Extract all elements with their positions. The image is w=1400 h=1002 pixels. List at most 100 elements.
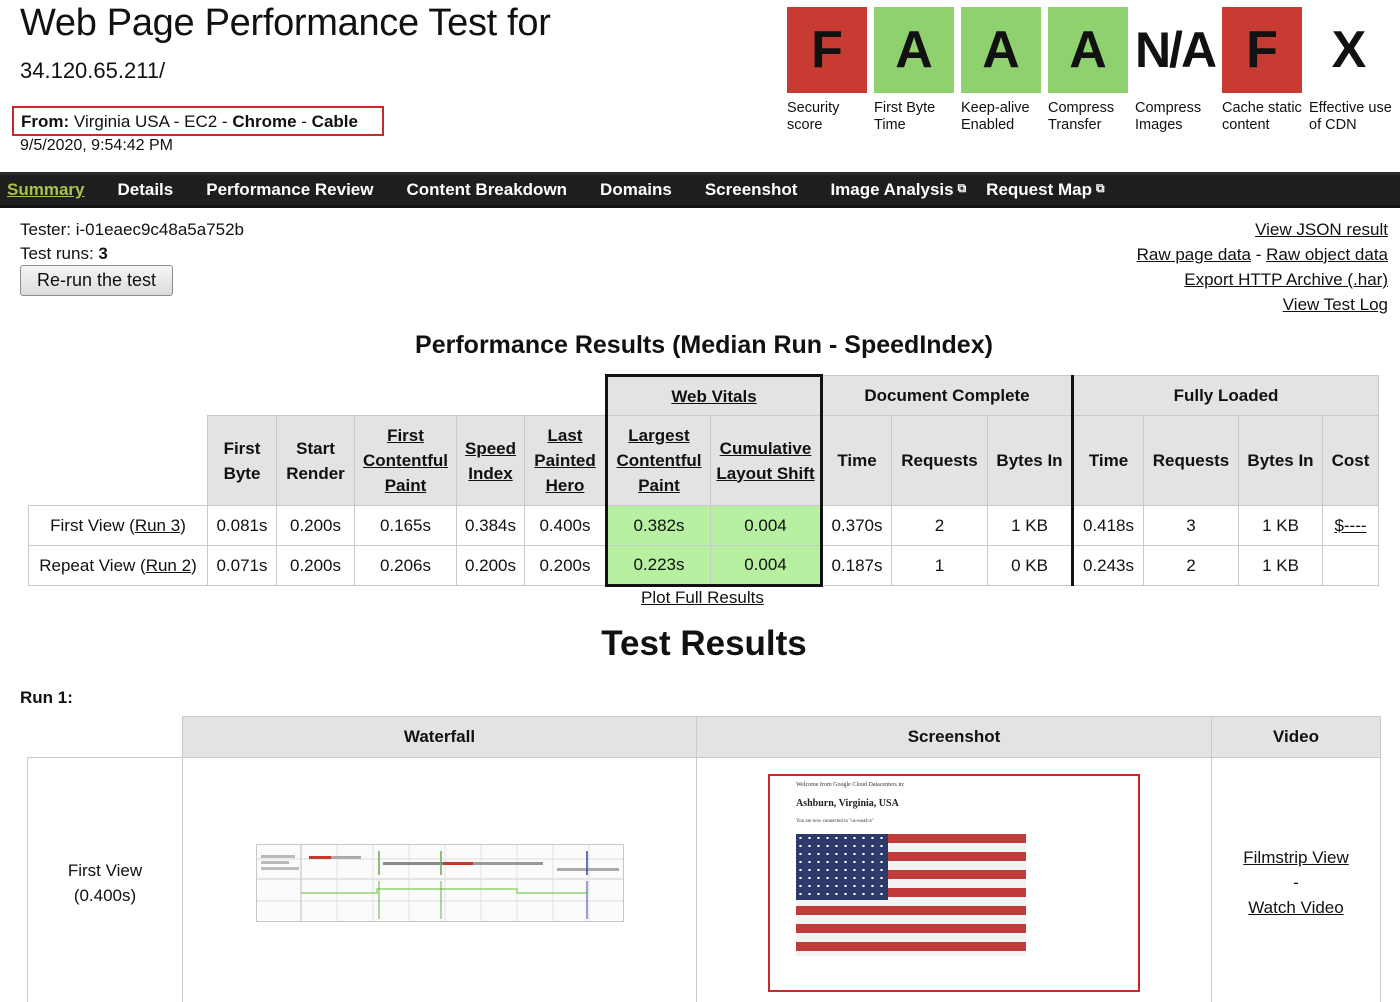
- waterfall-cell[interactable]: [182, 757, 697, 1002]
- cell-lph: 0.400s: [524, 505, 607, 546]
- screenshot-welcome-text: Welcome from Google Cloud Datacenters in…: [796, 781, 905, 788]
- table-row: Repeat View (Run 2) 0.071s 0.200s 0.206s…: [28, 545, 1379, 587]
- test-date: 9/5/2020, 9:54:42 PM: [20, 137, 173, 154]
- tab-domains[interactable]: Domains: [600, 180, 672, 199]
- tab-screenshot[interactable]: Screenshot: [704, 180, 798, 199]
- col-fl-bytes: Bytes In: [1238, 415, 1323, 506]
- col-cls[interactable]: Cumulative Layout Shift: [710, 415, 823, 506]
- grade-box[interactable]: X: [1331, 21, 1367, 79]
- tab-image-analysis[interactable]: Image Analysis ⧉: [830, 180, 966, 200]
- cell-fl-requests: 3: [1143, 505, 1239, 546]
- cell-dc-time: 0.370s: [821, 505, 892, 546]
- table-spacer: [29, 416, 208, 506]
- table-row: First View (Run 3) 0.081s 0.200s 0.165s …: [28, 505, 1379, 546]
- external-link-icon: ⧉: [957, 181, 967, 195]
- tab-performance-review[interactable]: Performance Review: [206, 180, 374, 199]
- grade-box[interactable]: A: [874, 7, 954, 93]
- tab-content-breakdown[interactable]: Content Breakdown: [406, 180, 568, 199]
- cost-link[interactable]: $----: [1334, 515, 1367, 535]
- col-video: Video: [1211, 716, 1381, 758]
- from-sep: -: [296, 112, 312, 131]
- col-lcp[interactable]: Largest Contentful Paint: [605, 415, 711, 506]
- col-waterfall: Waterfall: [182, 716, 697, 758]
- cell-dc-requests: 1: [891, 545, 988, 586]
- grade-security[interactable]: F Security score: [787, 7, 867, 134]
- table-row: First View (0.400s): [27, 757, 1381, 1002]
- grade-box[interactable]: A: [1048, 7, 1128, 93]
- waterfall-chart: [256, 844, 623, 921]
- result-links: View JSON result Raw page data - Raw obj…: [1137, 217, 1388, 317]
- tab-label: Image Analysis: [830, 180, 954, 199]
- cell-cls: 0.004: [710, 505, 823, 546]
- tab-details[interactable]: Details: [117, 180, 174, 199]
- grade-box[interactable]: A: [961, 7, 1041, 93]
- screenshot-cell[interactable]: Welcome from Google Cloud Datacenters in…: [696, 757, 1212, 1002]
- grade-box[interactable]: F: [787, 7, 867, 93]
- grade-label: Keep-alive Enabled: [961, 100, 1030, 133]
- run-link[interactable]: Run 3: [134, 515, 181, 535]
- col-speed-index[interactable]: Speed Index: [456, 415, 525, 506]
- screenshot-location-text: Ashburn, Virginia, USA: [796, 797, 899, 809]
- cell-dc-time: 0.187s: [821, 545, 892, 586]
- col-fcp[interactable]: First Contentful Paint: [354, 415, 457, 506]
- run-label: Run 1:: [20, 688, 73, 707]
- from-connection: Cable: [311, 112, 358, 131]
- cell-cost[interactable]: $----: [1322, 505, 1379, 546]
- waterfall-thumbnail[interactable]: [255, 843, 624, 922]
- col-fl-requests: Requests: [1143, 415, 1239, 506]
- view-label: First View: [67, 860, 143, 880]
- page-title: Web Page Performance Test for: [20, 2, 551, 44]
- test-runs-label: Test runs:: [20, 244, 99, 263]
- table-spacer: [29, 376, 607, 416]
- view-test-log-link[interactable]: View Test Log: [1282, 295, 1388, 314]
- grade-first-byte[interactable]: A First Byte Time: [874, 7, 954, 134]
- grade-compress-images[interactable]: N/A Compress Images: [1134, 7, 1217, 134]
- watch-video-link[interactable]: Watch Video: [1248, 898, 1344, 917]
- results-nav: Summary Details Performance Review Conte…: [0, 172, 1400, 208]
- col-cost: Cost: [1322, 415, 1379, 506]
- grade-summary: F Security score A First Byte Time A Kee…: [787, 7, 1392, 157]
- cell-fl-requests: 2: [1143, 545, 1239, 586]
- run-link[interactable]: Run 2: [145, 555, 192, 575]
- page-screenshot[interactable]: Welcome from Google Cloud Datacenters in…: [768, 773, 1140, 992]
- grade-label: Effective use of CDN: [1309, 100, 1392, 133]
- grade-cdn[interactable]: X Effective use of CDN: [1309, 7, 1392, 134]
- cell-start-render: 0.200s: [276, 545, 355, 586]
- fully-loaded-header: Fully Loaded: [1072, 375, 1379, 416]
- test-results-title: Test Results: [601, 624, 807, 663]
- page-url: 34.120.65.211/: [20, 58, 166, 83]
- raw-object-data-link[interactable]: Raw object data: [1266, 245, 1388, 264]
- raw-page-data-link[interactable]: Raw page data: [1136, 245, 1251, 264]
- row-label: Repeat View (Run 2): [28, 545, 208, 586]
- grade-compress-transfer[interactable]: A Compress Transfer: [1048, 7, 1128, 134]
- us-flag-image: [796, 833, 1026, 956]
- cell-first-byte: 0.071s: [207, 545, 277, 586]
- tab-summary[interactable]: Summary: [7, 180, 85, 199]
- cell-lph: 0.200s: [524, 545, 607, 586]
- view-label-cell: First View (0.400s): [27, 757, 183, 1002]
- view-json-link[interactable]: View JSON result: [1255, 220, 1388, 239]
- test-runs: Test runs: 3: [20, 243, 108, 265]
- grade-box[interactable]: F: [1222, 7, 1302, 93]
- cell-fcp: 0.206s: [354, 545, 457, 586]
- grade-label: Security score: [787, 100, 840, 133]
- col-dc-bytes: Bytes In: [987, 415, 1074, 506]
- grade-box[interactable]: N/A: [1134, 22, 1217, 78]
- doc-complete-header: Document Complete: [821, 375, 1074, 416]
- test-location: From: Virginia USA - EC2 - Chrome - Cabl…: [12, 106, 384, 136]
- filmstrip-view-link[interactable]: Filmstrip View: [1243, 848, 1349, 867]
- col-fl-time: Time: [1072, 415, 1144, 506]
- rerun-test-button[interactable]: Re-run the test: [20, 265, 173, 296]
- cell-dc-bytes: 0 KB: [987, 545, 1074, 586]
- web-vitals-header[interactable]: Web Vitals: [605, 374, 823, 416]
- plot-full-results-link[interactable]: Plot Full Results: [641, 588, 764, 607]
- tab-request-map[interactable]: Request Map ⧉: [986, 180, 1104, 200]
- perf-results-table: Web Vitals Document Complete Fully Loade…: [28, 374, 1379, 587]
- cell-lcp: 0.223s: [605, 545, 711, 587]
- col-last-painted-hero[interactable]: Last Painted Hero: [524, 415, 607, 506]
- cell-fcp: 0.165s: [354, 505, 457, 546]
- grade-cache-static[interactable]: F Cache static content: [1222, 7, 1302, 134]
- grade-keep-alive[interactable]: A Keep-alive Enabled: [961, 7, 1041, 134]
- export-har-link[interactable]: Export HTTP Archive (.har): [1184, 270, 1388, 289]
- run-results-table: Waterfall Screenshot Video First View (0…: [27, 716, 1381, 1002]
